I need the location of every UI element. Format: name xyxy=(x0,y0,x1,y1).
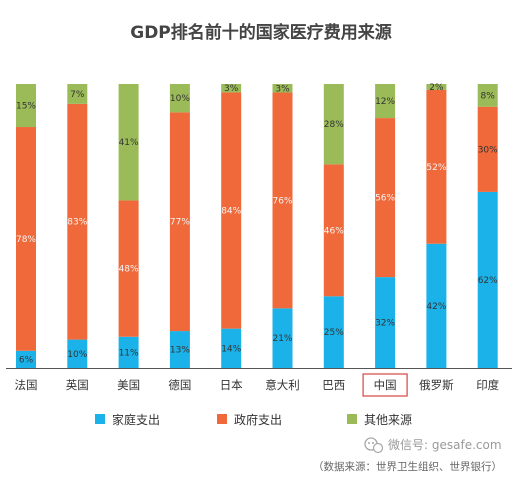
bar-household-5 xyxy=(221,328,242,368)
legend-label-other: 其他来源 xyxy=(364,413,412,427)
bar-government-8 xyxy=(375,118,396,278)
value-label-other-6: 3% xyxy=(275,84,290,94)
legend-swatch-government xyxy=(217,414,227,424)
category-label-9: 俄罗斯 xyxy=(419,378,454,392)
highlight-box xyxy=(362,373,408,397)
value-label-government-7: 46% xyxy=(324,226,344,236)
legend-swatch-household xyxy=(95,414,105,424)
bar-government-3 xyxy=(118,200,139,337)
category-label-4: 德国 xyxy=(168,378,191,392)
value-label-household-8: 32% xyxy=(375,319,395,329)
value-label-household-7: 25% xyxy=(324,328,344,338)
value-label-other-1: 15% xyxy=(16,102,36,112)
value-label-government-9: 52% xyxy=(426,163,446,173)
value-label-government-1: 78% xyxy=(16,235,36,245)
bar-household-2 xyxy=(67,339,88,368)
bar-household-4 xyxy=(169,331,190,368)
bar-other-10 xyxy=(477,84,498,107)
watermark-text: 微信号: gesafe.com xyxy=(388,438,502,452)
bar-other-6 xyxy=(272,84,293,93)
bar-government-6 xyxy=(272,92,293,309)
source-note: （数据来源：世界卫生组织、世界银行） xyxy=(313,460,502,473)
legend-swatch-other xyxy=(347,414,357,424)
value-label-government-6: 76% xyxy=(272,196,292,206)
category-label-6: 意大利 xyxy=(265,378,300,392)
watermark: 微信号: gesafe.com xyxy=(364,437,502,454)
value-label-other-7: 28% xyxy=(324,120,344,130)
legend: 家庭支出 政府支出 其他来源 xyxy=(95,412,412,427)
value-label-government-3: 48% xyxy=(119,265,139,275)
wechat-icon xyxy=(364,437,384,454)
bar-other-5 xyxy=(221,84,242,93)
bar-government-9 xyxy=(426,89,447,244)
category-label-5: 日本 xyxy=(220,378,243,392)
value-label-government-10: 30% xyxy=(478,145,498,155)
value-label-other-4: 10% xyxy=(170,94,190,104)
bar-household-3 xyxy=(118,336,139,368)
legend-label-government: 政府支出 xyxy=(234,412,282,427)
bar-government-4 xyxy=(169,112,190,332)
bar-government-2 xyxy=(67,103,88,340)
value-label-other-3: 41% xyxy=(119,138,139,148)
bar-government-7 xyxy=(323,164,344,297)
bar-other-2 xyxy=(67,84,88,104)
bar-household-9 xyxy=(426,243,447,368)
bar-household-6 xyxy=(272,308,293,368)
bar-other-3 xyxy=(118,84,139,201)
bar-household-8 xyxy=(375,277,396,368)
value-label-other-5: 3% xyxy=(224,84,239,94)
value-label-government-8: 56% xyxy=(375,194,395,204)
bar-other-7 xyxy=(323,84,344,165)
chart-title: GDP排名前十的国家医疗费用来源 xyxy=(130,22,392,43)
bar-household-1 xyxy=(16,350,36,368)
bar-area: 6% 78% 15% 10% 83% 7% 11% 48% 41% 13% 77% 10% 14% 84%… xyxy=(16,83,498,368)
value-label-household-9: 42% xyxy=(426,302,446,312)
category-label-2: 英国 xyxy=(66,378,89,392)
value-label-household-3: 11% xyxy=(119,348,139,358)
value-label-government-5: 84% xyxy=(221,207,241,217)
value-label-household-5: 14% xyxy=(221,344,241,354)
category-label-10: 印度 xyxy=(476,378,499,392)
value-label-other-9: 2% xyxy=(429,83,444,93)
value-label-household-4: 13% xyxy=(170,346,190,356)
legend-label-household: 家庭支出 xyxy=(112,412,160,427)
value-label-other-8: 12% xyxy=(375,97,395,107)
bar-government-5 xyxy=(221,92,242,329)
bar-government-1 xyxy=(16,127,36,351)
bar-other-8 xyxy=(375,84,396,119)
value-label-household-10: 62% xyxy=(478,276,498,286)
value-label-household-2: 10% xyxy=(67,350,87,360)
value-label-household-6: 21% xyxy=(272,334,292,344)
value-label-other-10: 8% xyxy=(481,91,496,101)
bar-other-4 xyxy=(169,84,190,113)
bar-government-10 xyxy=(477,106,498,192)
value-label-government-2: 83% xyxy=(67,218,87,228)
bar-other-9 xyxy=(426,84,447,90)
category-label-3: 美国 xyxy=(117,378,140,392)
value-label-household-1: 6% xyxy=(19,355,34,365)
category-label-1: 法国 xyxy=(15,378,38,392)
category-label-8: 中国 xyxy=(374,378,397,392)
bar-other-1 xyxy=(16,84,36,128)
bar-household-7 xyxy=(323,296,344,368)
value-label-other-2: 7% xyxy=(70,90,85,100)
category-labels: 法国 英国 美国 德国 日本 意大利 巴西 中国 俄罗斯 印度 xyxy=(15,378,500,392)
value-label-government-4: 77% xyxy=(170,218,190,228)
bar-household-10 xyxy=(477,191,498,368)
category-label-7: 巴西 xyxy=(322,378,345,392)
